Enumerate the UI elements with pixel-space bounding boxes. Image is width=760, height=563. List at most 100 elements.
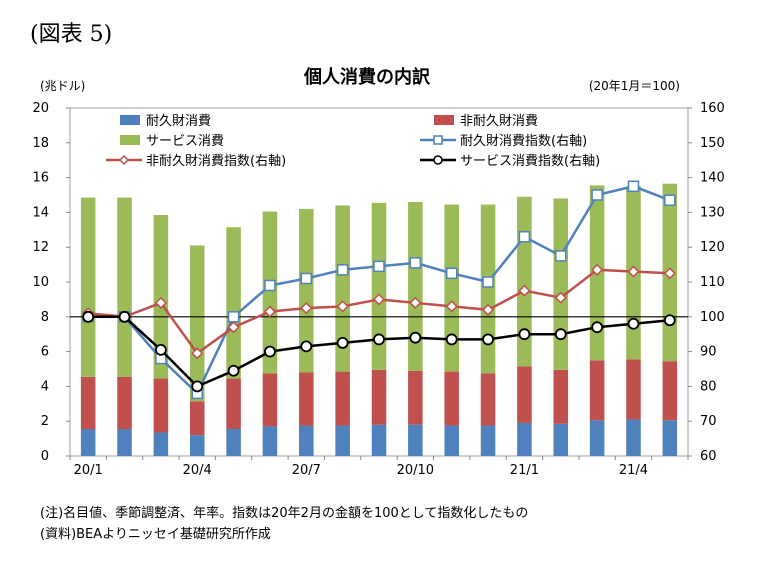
data-point <box>264 279 276 292</box>
bar-segment <box>153 432 169 456</box>
data-point <box>591 263 604 276</box>
data-point <box>664 194 676 206</box>
right-axis-unit-label: (20年1月＝100) <box>589 79 680 93</box>
data-point <box>409 331 422 344</box>
data-point <box>191 380 204 393</box>
legend-label: 耐久財消費指数(右軸) <box>460 134 587 149</box>
bar-segment <box>480 373 496 426</box>
bar-segment <box>553 369 569 424</box>
bar-segment <box>117 197 132 377</box>
x-tick-label: 21/4 <box>619 463 648 478</box>
y-tick-label: 4 <box>41 379 49 394</box>
y-tick-label: 18 <box>32 136 49 151</box>
legend-label: 耐久財消費 <box>146 114 211 129</box>
bar-segment <box>335 425 350 456</box>
y2-tick-label: 110 <box>700 275 725 290</box>
bar-segment <box>626 419 641 456</box>
data-point <box>591 321 604 334</box>
data-point <box>118 310 131 323</box>
data-point <box>555 250 567 262</box>
legend-swatch <box>434 115 454 125</box>
data-point <box>627 265 640 278</box>
bar-segment <box>153 378 169 433</box>
y2-tick-label: 80 <box>700 379 717 394</box>
y-tick-label: 2 <box>41 414 49 429</box>
data-point <box>373 333 385 346</box>
left-axis-unit-label: (兆ドル) <box>40 79 85 93</box>
bar-segment <box>226 378 241 430</box>
data-point <box>263 305 277 318</box>
y-tick-label: 8 <box>41 310 49 325</box>
data-point <box>445 300 458 313</box>
y2-tick-label: 100 <box>700 310 725 325</box>
y2-tick-label: 130 <box>700 205 725 220</box>
figure-label: (図表 5) <box>30 22 113 47</box>
bar-segment <box>189 401 205 436</box>
bar-segment <box>517 366 532 423</box>
y2-tick-label: 60 <box>700 449 717 464</box>
bar-segment <box>553 198 569 370</box>
bar-segment <box>80 197 96 377</box>
data-point <box>409 296 422 309</box>
data-point <box>227 364 240 377</box>
bar-segment <box>480 425 496 456</box>
bar-segment <box>408 370 423 425</box>
bar-segment <box>480 204 496 374</box>
legend-marker <box>433 155 443 165</box>
data-point <box>336 264 349 276</box>
data-point <box>591 189 603 201</box>
bar-segment <box>117 376 132 430</box>
data-point <box>227 321 240 334</box>
bar-segment <box>408 424 423 456</box>
data-point <box>372 293 386 306</box>
bar-segment <box>262 426 278 456</box>
data-point <box>481 303 495 316</box>
data-point <box>300 302 313 315</box>
bar-segment <box>517 196 532 367</box>
bar-segment <box>189 435 205 456</box>
y-tick-label: 10 <box>32 275 49 290</box>
bar-segment <box>299 372 314 426</box>
bar-segment <box>371 202 387 370</box>
chart-source: (資料)BEAよりニッセイ基礎研究所作成 <box>40 527 271 542</box>
data-point <box>445 267 458 280</box>
data-point <box>154 296 167 309</box>
legend-label: サービス消費 <box>146 134 224 149</box>
index-lines <box>70 180 688 400</box>
x-tick-label: 20/10 <box>397 463 434 478</box>
data-point <box>191 347 204 360</box>
data-point <box>663 267 676 280</box>
data-point <box>518 284 531 297</box>
bar-segment <box>335 205 350 372</box>
data-point <box>627 180 640 193</box>
bar-segment <box>335 371 350 426</box>
x-tick-label: 20/7 <box>292 463 321 478</box>
data-point <box>336 336 349 349</box>
y-tick-label: 0 <box>41 449 49 464</box>
chart-note: (注)名目値、季節調整済、年率。指数は20年2月の金額を100として指数化したも… <box>40 506 529 521</box>
data-point <box>409 257 422 269</box>
bar-segment <box>299 208 314 373</box>
bar-segment <box>153 215 169 379</box>
bar-segment <box>80 429 96 456</box>
bar-segment <box>226 227 241 379</box>
stacked-bars <box>80 183 678 456</box>
data-point <box>373 260 385 273</box>
bar-segment <box>408 201 423 371</box>
y-tick-label: 16 <box>32 171 49 186</box>
data-point <box>554 328 567 341</box>
bar-segment <box>662 420 678 456</box>
bar-segment <box>80 376 96 430</box>
legend-label: 非耐久財消費 <box>460 114 538 129</box>
bar-segment <box>117 429 132 456</box>
data-point <box>82 310 95 323</box>
bar-segment <box>589 420 605 456</box>
y2-tick-label: 160 <box>700 101 725 116</box>
data-point <box>445 333 458 346</box>
bar-segment <box>371 424 387 456</box>
bar-segment <box>626 359 641 420</box>
y-tick-label: 20 <box>32 101 49 116</box>
legend-marker <box>433 135 443 145</box>
bar-segment <box>444 204 459 372</box>
legend-swatch <box>120 115 140 125</box>
